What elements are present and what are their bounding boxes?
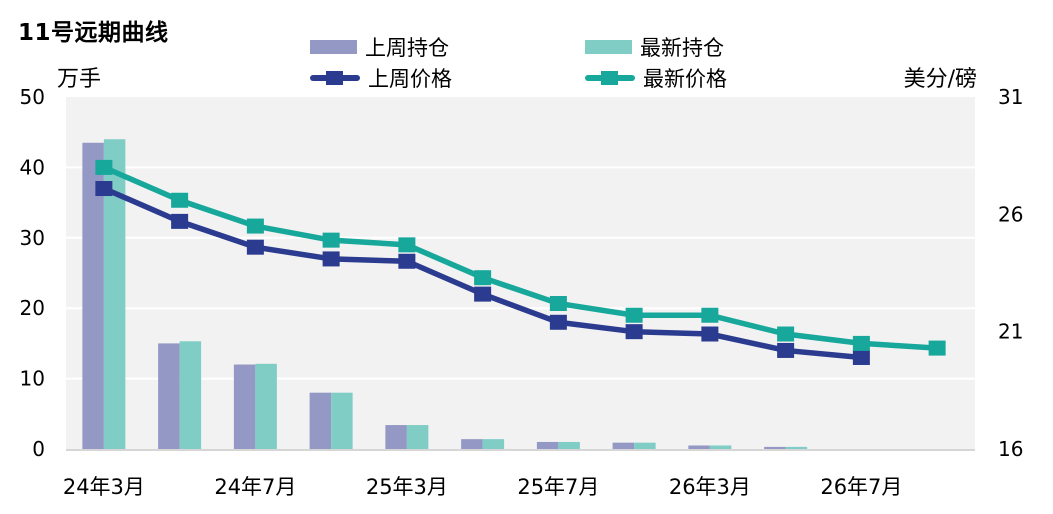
x-tick-5: 26年7月 — [820, 475, 902, 499]
prev-price-marker-7 — [625, 324, 643, 340]
left-tick-30: 30 — [20, 226, 45, 250]
prev-oi-bar-7 — [612, 442, 635, 449]
legend-label-latest-oi: 最新持仓 — [640, 36, 724, 60]
right-axis-unit-label: 美分/磅 — [903, 67, 977, 92]
prev-oi-bar-2 — [233, 364, 256, 449]
left-tick-0: 0 — [32, 437, 45, 461]
right-tick-31: 31 — [998, 85, 1023, 109]
prev-price-marker-5 — [474, 286, 492, 302]
latest-price-marker-2 — [246, 218, 264, 234]
latest-price-marker-8 — [701, 307, 719, 323]
prev-price-marker-10 — [852, 349, 870, 365]
latest-price-marker-7 — [625, 307, 643, 323]
latest-oi-bar-3 — [331, 392, 353, 449]
prev-oi-bar-3 — [309, 392, 332, 449]
latest-oi-bar-7 — [634, 442, 656, 449]
latest-oi-bar-1 — [179, 341, 202, 449]
latest-price-marker-10 — [852, 335, 870, 351]
left-tick-40: 40 — [20, 155, 45, 179]
latest-oi-bar-5 — [482, 439, 505, 449]
latest-price-line — [102, 164, 938, 351]
latest-price-marker-6 — [549, 296, 567, 312]
prev-price-marker-1 — [171, 213, 189, 229]
prev-price-marker-6 — [549, 314, 567, 330]
left-tick-50: 50 — [20, 85, 45, 109]
latest-price-line-swatch — [585, 70, 635, 86]
prev-price-marker-9 — [777, 342, 795, 358]
right-tick-16: 16 — [998, 437, 1023, 461]
prev-oi-bar-swatch — [310, 40, 357, 54]
legend-item-prev-oi: 上周持仓 — [310, 36, 585, 60]
latest-price-marker-5 — [474, 270, 492, 286]
right-tick-21: 21 — [998, 320, 1023, 344]
prev-price-marker-4 — [398, 253, 416, 269]
latest-price-marker-1 — [171, 192, 189, 208]
x-tick-0: 24年3月 — [63, 475, 145, 499]
legend-label-prev-price: 上周价格 — [368, 67, 452, 91]
plot-area — [66, 97, 975, 449]
latest-price-marker-3 — [322, 232, 340, 248]
legend-item-latest-oi: 最新持仓 — [585, 36, 860, 60]
latest-oi-bar-4 — [406, 425, 429, 449]
latest-price-marker-4 — [398, 237, 416, 253]
x-tick-1: 24年7月 — [214, 475, 296, 499]
latest-oi-bar-0 — [103, 139, 126, 450]
prev-price-marker-2 — [246, 239, 264, 255]
latest-price-marker-9 — [777, 326, 795, 342]
prev-oi-bar-8 — [688, 445, 710, 449]
legend-label-latest-price: 最新价格 — [643, 67, 727, 91]
x-tick-4: 26年3月 — [669, 475, 751, 499]
prev-oi-bar-9 — [764, 446, 786, 449]
prev-oi-bar-4 — [385, 425, 407, 449]
latest-price-marker-0 — [95, 159, 113, 175]
prev-oi-bar-0 — [82, 142, 104, 449]
left-axis-unit-label: 万手 — [57, 67, 102, 92]
chart-title: 11号远期曲线 — [18, 20, 169, 46]
latest-price-marker-11 — [928, 340, 946, 356]
legend-item-prev-price: 上周价格 — [310, 67, 585, 91]
prev-oi-bar-6 — [536, 441, 559, 449]
latest-oi-bar-8 — [709, 445, 732, 449]
right-tick-26: 26 — [998, 202, 1023, 226]
x-tick-2: 25年3月 — [366, 475, 448, 499]
legend-label-prev-oi: 上周持仓 — [365, 36, 449, 60]
x-tick-3: 25年7月 — [517, 475, 599, 499]
prev-oi-bar-5 — [461, 439, 483, 449]
legend-item-latest-price: 最新价格 — [585, 67, 860, 91]
latest-oi-bar-swatch — [585, 40, 632, 54]
latest-oi-bar-2 — [255, 363, 277, 449]
prev-price-marker-3 — [322, 251, 340, 267]
prev-price-marker-0 — [95, 181, 113, 197]
prev-price-marker-8 — [701, 326, 719, 342]
prev-oi-bar-1 — [158, 343, 180, 449]
left-tick-20: 20 — [20, 296, 45, 320]
legend: 上周持仓 最新持仓 上周价格 最新价格 — [310, 36, 860, 91]
latest-oi-bar-9 — [785, 446, 808, 449]
prev-price-line-swatch — [310, 70, 360, 86]
left-tick-10: 10 — [20, 367, 45, 391]
latest-oi-bar-6 — [558, 441, 580, 449]
